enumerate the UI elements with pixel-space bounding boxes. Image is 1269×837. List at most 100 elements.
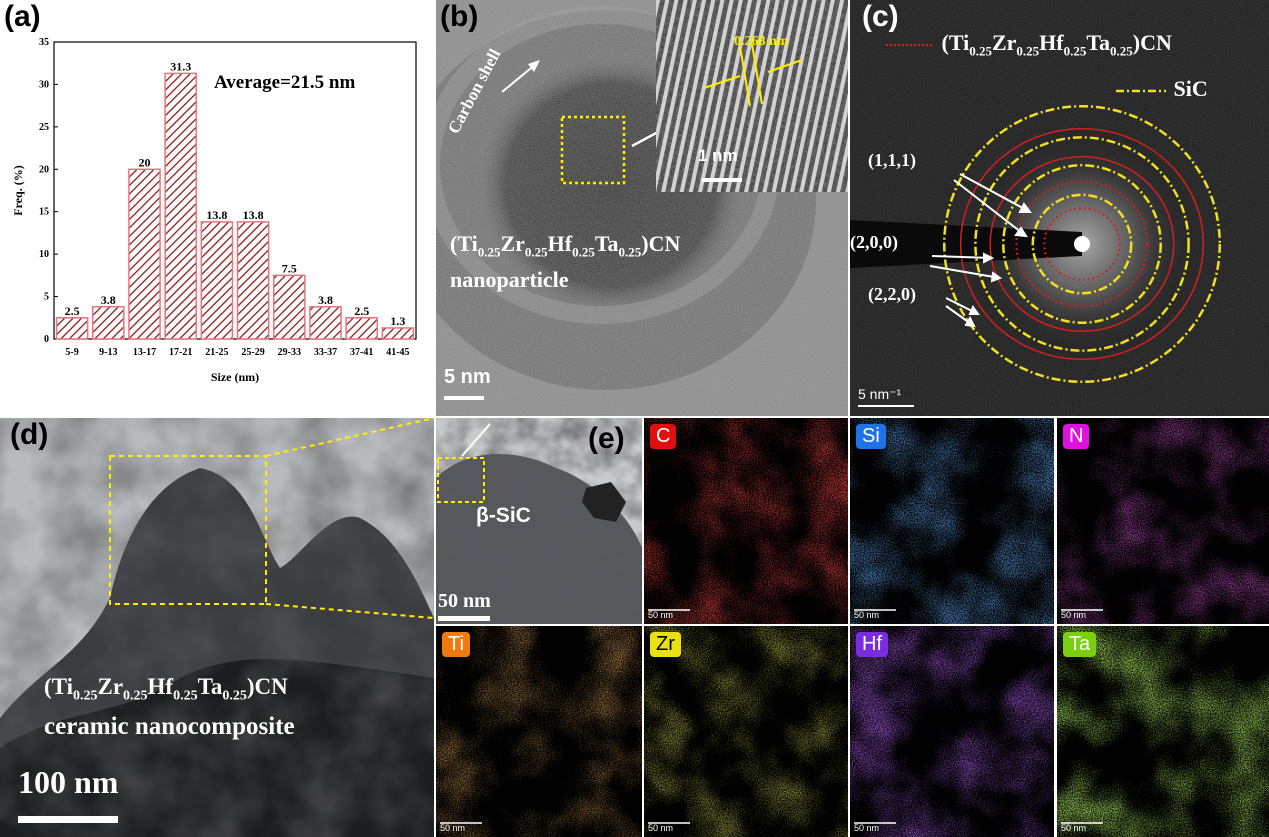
np-ta: Ta [594,231,619,256]
x-tick-label: 33-37 [314,347,337,358]
eds-element-tag: Ta [1063,632,1097,657]
np-suffix: )CN [641,231,681,256]
bar-value-label: 20 [139,155,151,169]
eds-map-pixels [1057,626,1269,837]
legend1-hf: Hf [1039,30,1064,55]
x-tick-label: 37-41 [350,347,373,358]
comp-ta: Ta [197,674,223,699]
eds-map-pixels [850,418,1054,624]
y-tick-label: 35 [39,37,49,48]
beta-sic-label: β-SiC [476,504,531,527]
saed-ring-sic [1031,193,1133,295]
eds-element-tag: N [1063,424,1090,449]
y-tick-label: 25 [39,122,49,133]
np-sub1: 0.25 [477,244,501,260]
bar-value-label: 7.5 [282,261,297,275]
hrtem-inset: 0.268 nm 1 nm [656,0,848,192]
average-annotation: Average=21.5 nm [214,72,356,93]
x-tick-label: 21-25 [205,347,228,358]
histogram-bar [236,221,270,340]
np-sub3: 0.25 [572,244,595,260]
legend1-sub1: 0.25 [969,43,992,59]
np-zr: Zr [500,231,525,256]
y-tick-label: 30 [39,79,49,90]
bar-value-label: 2.5 [65,304,80,318]
panel-e-label: (e) [588,422,625,455]
eds-scale-label: 50 nm [1061,610,1087,620]
plane-111: (1,1,1) [868,150,916,170]
eds-scale-label: 50 nm [440,823,466,833]
lattice-spacing: 0.268 nm [734,34,789,49]
panel-d-tem: (d) (Ti0.25Zr0.25Hf0.25Ta0.25)CN ceramic… [0,418,434,837]
eds-element-tag: Hf [856,632,888,657]
panel-d-scale-label: 100 nm [18,764,119,800]
eds-element-tag: Si [856,424,886,449]
y-tick-label: 15 [39,207,49,218]
x-tick-label: 25-29 [241,347,264,358]
histogram-chart: 0 5 10 15 20 25 30 35 2.5 5-9 3.8 9-13 20 13-17 31.3 17… [11,37,417,384]
eds-scale-label: 50 nm [854,823,880,833]
eds-map-pixels [1057,418,1269,624]
eds-scale-label: 50 nm [1061,823,1087,833]
histogram-bar [128,168,161,340]
comp-sub1: 0.25 [72,688,98,704]
eds-map-pixels [644,626,848,837]
tem-texture [0,418,434,837]
eds-map-pixels [850,626,1054,837]
y-tick-label: 0 [44,334,49,345]
inset-scale-label: 1 nm [698,146,738,165]
np-hf: Hf [547,231,573,256]
saed-ring-ticn [959,127,1205,361]
zoom-scale-label: 50 nm [438,590,491,612]
x-tick-label: 9-13 [99,347,117,358]
histogram-bar [91,306,125,340]
eds-element-tag: Ti [442,632,470,657]
x-tick-label: 5-9 [65,347,78,358]
y-tick-label: 20 [39,164,49,175]
legend1-sub2: 0.25 [1016,43,1040,59]
eds-map-pixels [644,418,848,624]
eds-scale-label: 50 nm [854,610,880,620]
x-tick-label: 29-33 [278,347,301,358]
eds-map-ti: Ti 50 nm [436,626,642,837]
x-tick-label: 13-17 [133,347,156,358]
x-tick-label: 17-21 [169,347,192,358]
histogram-bar [164,72,198,340]
panel-a-label: (a) [4,0,41,33]
np-prefix: (Ti [450,231,478,256]
nanoparticle-label: (Ti0.25Zr0.25Hf0.25Ta0.25)CN nanoparticl… [450,230,680,294]
panel-b-hrtem: (b) 0.268 nm 1 nm Carbon shell (Ti0. [436,0,848,416]
legend1-zr: Zr [991,30,1017,55]
bar-value-label: 31.3 [170,59,191,73]
bar-value-label: 13.8 [206,208,227,222]
plane-200: (2,0,0) [850,232,898,252]
comp-line2: ceramic nanocomposite [44,712,295,740]
carbon-shell-arrow [501,60,540,93]
panel-c-label: (c) [862,0,899,33]
x-axis-label: Size (nm) [211,370,259,384]
eds-map-hf: Hf 50 nm [850,626,1054,837]
histogram-bar [200,221,234,340]
eds-scale-label: 50 nm [648,610,674,620]
comp-suffix: )CN [246,674,288,699]
histogram-bar [309,306,342,340]
eds-element-tag: Zr [650,632,681,657]
bar-value-label: 1.3 [390,314,405,328]
panel-a-histogram: (a) 0 5 10 15 20 25 30 35 2.5 5-9 3.8 9-13 20 13-17 31… [0,0,430,410]
plot-frame [53,41,417,340]
eds-map-si: Si 50 nm [850,418,1054,624]
y-tick-label: 10 [39,249,49,260]
panel-d-label: (d) [10,418,49,451]
bar-value-label: 3.8 [318,293,333,307]
legend1-ta: Ta [1086,30,1111,55]
histogram-bar [381,327,415,340]
saed-arrows [858,173,1032,407]
legend1-sub3: 0.25 [1063,43,1087,59]
panel-b-label: (b) [440,0,479,33]
comp-sub2: 0.25 [123,688,148,704]
histogram-bar [55,317,89,340]
histogram-bar [345,317,379,340]
saed-ring-ticn [1015,180,1149,308]
eds-map-c: C 50 nm [644,418,848,624]
saed-ring-sic [1002,164,1162,324]
